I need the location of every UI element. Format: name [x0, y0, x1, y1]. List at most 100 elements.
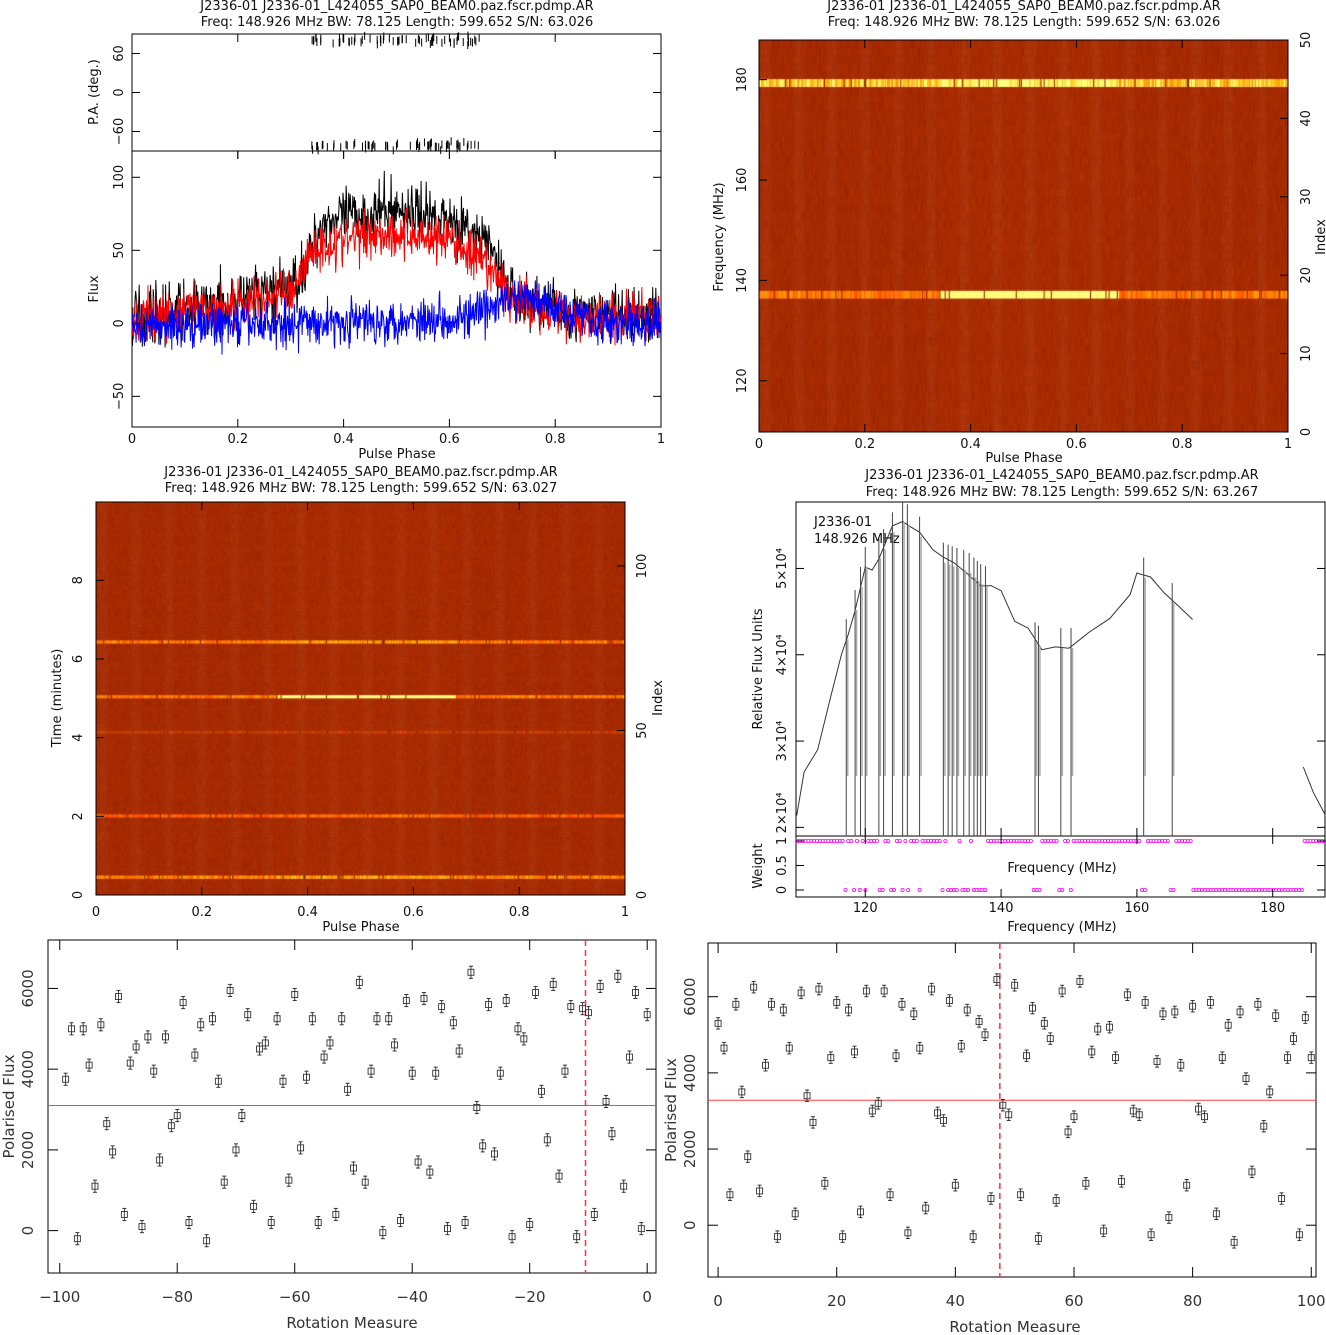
y-axis-label: Time (minutes) — [50, 649, 65, 749]
x-tick-label: −100 — [39, 1288, 80, 1306]
rm-point — [738, 1085, 746, 1099]
rm-point — [815, 982, 823, 996]
rm-point — [1070, 1110, 1078, 1123]
x-tick-label: 1 — [1284, 437, 1292, 452]
rm-point — [1301, 1011, 1309, 1024]
weight-point — [943, 839, 948, 844]
rm-point — [1290, 1032, 1297, 1045]
rm-point — [809, 1116, 817, 1129]
rm-point — [762, 1059, 769, 1072]
rm-point — [1260, 1119, 1268, 1133]
rm-panel-4 — [47, 939, 657, 1274]
weight-point — [1037, 888, 1042, 893]
rm-point — [338, 1012, 346, 1026]
rm-point — [1017, 1188, 1025, 1201]
rm-point — [502, 993, 510, 1008]
weight-point — [1165, 839, 1170, 844]
rm-point — [910, 1007, 918, 1021]
flux-axis-label: Flux — [87, 275, 102, 302]
legend-frequency: 148.926 MHz — [814, 532, 900, 547]
y-tick-label: 0 — [112, 88, 127, 96]
rm-point — [898, 998, 906, 1011]
rm-point — [150, 1064, 158, 1078]
y-tick-label: 120 — [735, 368, 750, 393]
y-tick-label: 100 — [112, 165, 127, 190]
pa-panel — [131, 33, 662, 152]
rm-point — [244, 1008, 252, 1022]
weight-point — [1068, 888, 1073, 893]
weight-point — [886, 839, 891, 844]
weight-point — [849, 839, 854, 844]
rm-point — [1171, 1005, 1179, 1019]
y2-axis-label: Index — [651, 680, 666, 716]
rm-point — [1005, 1108, 1013, 1121]
x-tick-label: 0.4 — [297, 905, 318, 920]
rm-point — [97, 1018, 105, 1032]
rm-point — [779, 1003, 787, 1017]
rm-point — [1082, 1177, 1090, 1190]
rm-point — [904, 1226, 912, 1240]
rm-point — [297, 1141, 305, 1155]
rm-point — [868, 1104, 876, 1118]
rm-point — [232, 1143, 240, 1157]
weight-point — [903, 839, 908, 844]
rm-point — [1165, 1211, 1173, 1224]
rm-point — [880, 984, 888, 998]
legend-pulsar-name: J2336-01 — [813, 515, 872, 530]
rm-point — [214, 1074, 222, 1088]
x-axis-label: Rotation Measure — [286, 1314, 417, 1332]
x-tick-label: 100 — [1297, 1292, 1326, 1310]
rm-point — [1242, 1072, 1250, 1085]
rm-point — [197, 1018, 205, 1032]
y-tick-label: 2000 — [19, 1131, 37, 1169]
y-tick-label: 5×10⁴ — [775, 548, 790, 589]
rm-point — [579, 1002, 587, 1016]
y-tick-label: 1 — [775, 837, 790, 845]
y2-tick-label: 20 — [1299, 267, 1314, 284]
rm-point — [220, 1175, 228, 1189]
rm-point — [1029, 1001, 1036, 1015]
rm-point — [1201, 1110, 1208, 1123]
y2-tick-label: 0 — [635, 891, 650, 899]
rm-point — [768, 998, 775, 1011]
rm-point — [1046, 1032, 1054, 1045]
x-tick-label: 20 — [827, 1292, 846, 1310]
rm-point — [1224, 1019, 1232, 1032]
rm-point — [1212, 1207, 1220, 1220]
rm-point — [432, 1066, 440, 1080]
x-tick-label: 1 — [621, 905, 629, 920]
weight-point — [940, 888, 945, 893]
rm-point — [549, 977, 557, 991]
y-tick-label: 0 — [19, 1226, 37, 1236]
y-tick-label: 180 — [735, 67, 750, 92]
rm-point — [285, 1173, 293, 1187]
rm-point — [1147, 1228, 1155, 1241]
rm-point — [637, 1222, 645, 1236]
x-tick-label: 0 — [713, 1292, 723, 1310]
rm-point — [922, 1201, 930, 1215]
rm-point — [874, 1097, 882, 1110]
rm-point — [385, 1012, 393, 1026]
x-tick-label: 0.8 — [545, 432, 566, 447]
rm-point — [803, 1089, 811, 1102]
rm-point — [379, 1226, 387, 1240]
x-tick-label: 1 — [657, 432, 665, 447]
y-tick-label: 140 — [735, 268, 750, 293]
x-tick-label: −40 — [396, 1288, 428, 1306]
y2-tick-label: 100 — [635, 554, 650, 579]
phase-frequency-heatmap — [759, 40, 1288, 432]
rm-point — [993, 973, 1001, 986]
rm-point — [156, 1153, 164, 1167]
y2-axis-label: Index — [1314, 219, 1326, 255]
y-tick-label: 8 — [71, 576, 86, 584]
rm-point — [414, 1155, 422, 1169]
rm-point — [573, 1230, 581, 1244]
rm-point — [256, 1042, 263, 1056]
rm-point — [68, 1022, 75, 1036]
rm-point — [862, 984, 870, 998]
rm-point — [1218, 1051, 1226, 1064]
rm-point — [732, 998, 740, 1011]
x-tick-label: 160 — [1124, 901, 1149, 916]
rm-point — [367, 1064, 375, 1078]
rm-point — [426, 1165, 434, 1179]
